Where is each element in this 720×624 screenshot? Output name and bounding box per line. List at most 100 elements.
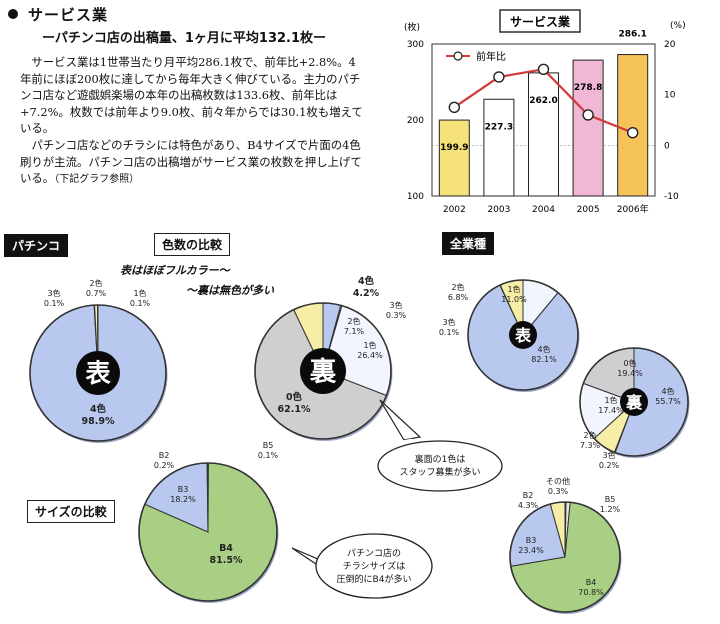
bar-2002 [438, 119, 470, 197]
pie-outline [579, 347, 689, 457]
y2-tick-label: 20 [664, 40, 676, 50]
paragraph-2-text: パチンコ店などのチラシには特色があり、B4サイズで片面の4色刷りが主流。パチンコ… [20, 137, 362, 186]
yoy-point [582, 109, 594, 121]
y-tick-label: 200 [407, 116, 424, 126]
pie-slice-value: 70.8% [578, 588, 604, 597]
bullet-icon [8, 9, 18, 19]
callout-back-line1: 裏面の1色は [415, 453, 466, 465]
pie-outline [138, 462, 278, 602]
pie-slice-name: 1色 [604, 395, 617, 405]
pie-slice-name: 2色 [89, 278, 102, 288]
pie-pachinko-size [138, 462, 279, 603]
pie-slice-value: 62.1% [278, 404, 311, 415]
body-text: サービス業は1世帯当たり月平均286.1枚で、前年比+2.8%。4年前にほぼ20… [20, 54, 365, 189]
pie-slice-name: B3 [178, 485, 189, 494]
heading-text: サービス業 [28, 6, 109, 24]
x-tick-label: 2003 [487, 205, 510, 215]
callout-back-bubble [377, 440, 503, 492]
pie-slice-value: 0.3% [386, 311, 407, 320]
pie-slice-value: 18.2% [170, 495, 196, 504]
page-subheading: ーパチンコ店の出稿量、1ヶ月に平均132.1枚ー [42, 31, 327, 46]
pie-slice-name: 0色 [623, 358, 636, 368]
pie-slice-value: 0.3% [548, 487, 569, 496]
pie-slice-name: 2色 [583, 430, 596, 440]
callout-back: 裏面の1色は スタッフ募集が多い [377, 399, 503, 492]
pie-slice-value: 0.1% [258, 451, 279, 460]
pie-center-label: 裏 [625, 393, 643, 412]
pie-slice-name: 4色 [661, 386, 674, 396]
y2-tick-label: 0 [664, 141, 670, 151]
pie-pachinko-front: 表 [29, 304, 168, 443]
paragraph-2: パチンコ店などのチラシには特色があり、B4サイズで片面の4色刷りが主流。パチンコ… [20, 137, 365, 189]
legend-marker [453, 51, 463, 61]
yoy-point [493, 71, 505, 83]
pie-pachinko-back: 裏 [254, 302, 393, 441]
note-back: ～裏は無色が多い [186, 284, 274, 297]
pie-center-label: 表 [85, 359, 111, 388]
pie-slice-name: 4色 [537, 344, 550, 354]
pie-slice-name: B4 [219, 543, 233, 554]
pie-slice-value: 7.1% [344, 327, 365, 336]
callout-size-line2: チラシサイズは [343, 560, 406, 572]
bar-value-label: 286.1 [618, 30, 646, 40]
pie-slice-value: 81.5% [210, 555, 243, 566]
pie-slice-value: 6.8% [448, 293, 469, 302]
yoy-point [627, 126, 639, 139]
pie-all-front: 表 [467, 279, 580, 392]
pie-slice-value: 4.2% [353, 288, 380, 299]
pie-outline [29, 304, 167, 442]
bar-value-label: 199.9 [440, 143, 468, 153]
callout-size-bubble [315, 533, 433, 599]
pie-slice-value: 0.1% [439, 328, 460, 337]
pie-slice-name: B5 [263, 441, 274, 450]
pie-slice-value: 23.4% [518, 546, 544, 555]
label-size-compare: サイズの比較 [27, 500, 115, 523]
pie-slice-value: 82.1% [531, 355, 557, 364]
pie-slice-name: 2色 [451, 282, 464, 292]
bar-2006年 [617, 54, 649, 197]
note-front: 表はほぼフルカラー～ [120, 264, 230, 277]
bar-chart-title-box [499, 9, 581, 33]
pie-slice-name: 1色 [133, 288, 146, 298]
label-color-compare: 色数の比較 [154, 233, 231, 256]
bar-value-label: 227.3 [485, 122, 513, 132]
pie-slice-name: B4 [586, 578, 597, 587]
pie-slice-name: 3色 [47, 288, 60, 298]
yoy-point [448, 101, 460, 114]
bar-value-label: 278.8 [574, 83, 602, 93]
pie-slice-name: 2色 [347, 316, 360, 326]
x-tick-label: 2006年 [617, 203, 649, 215]
pie-slice-value: 11.0% [501, 295, 527, 304]
pie-all-size [509, 501, 622, 614]
bar-value-label: 262.0 [529, 96, 557, 106]
service-trend-chart: 199.9 227.3 262.0 278.8 286.1 前年比 サービス業 (枚) (%… [404, 9, 686, 215]
pie-slice-value: 7.3% [580, 441, 601, 450]
pie-slice-value: 0.1% [130, 299, 151, 308]
pie-center-label: 表 [514, 326, 532, 345]
callout-size-line1: パチンコ店の [347, 547, 401, 559]
pie-center-disc [76, 351, 120, 395]
pie-slice-value: 0.2% [599, 461, 620, 470]
y2-tick-label: 10 [664, 91, 676, 101]
pie-slice-value: 55.7% [655, 397, 681, 406]
bar-2004 [528, 72, 559, 197]
legend-label: 前年比 [476, 50, 506, 63]
pie-outline [254, 302, 392, 440]
pie-slice-value: 0.7% [86, 289, 107, 298]
pie-outline [467, 279, 579, 391]
pie-slice-name: B5 [605, 495, 616, 504]
pie-center-disc [620, 388, 648, 416]
pie-center-disc [300, 348, 346, 394]
x-tick-label: 2002 [443, 205, 466, 215]
page-heading: サービス業 [8, 4, 108, 25]
pie-outline [509, 501, 621, 613]
pie-slice-value: 26.4% [357, 351, 383, 360]
callout-back-join [397, 438, 413, 445]
pie-slice-value: 17.4% [598, 406, 624, 415]
pie-slice-name: 0色 [286, 391, 303, 403]
pie-center-label: 裏 [309, 357, 337, 388]
y-axis-label: (枚) [404, 21, 420, 33]
callout-back-line2: スタッフ募集が多い [399, 466, 480, 478]
callout-size-line3: 圧倒的にB4が多い [337, 573, 412, 585]
bar-2003 [483, 98, 515, 197]
